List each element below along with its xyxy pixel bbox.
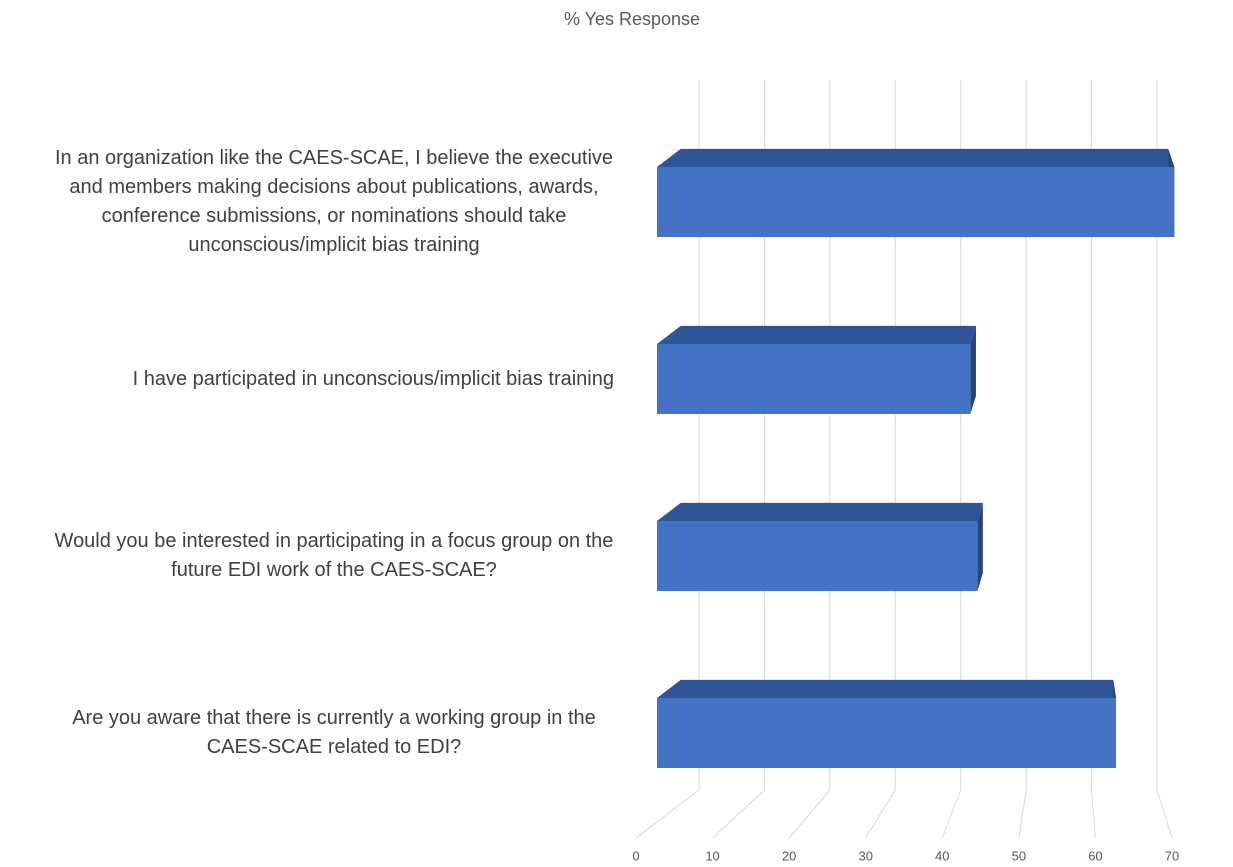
- floor-grid-line: [865, 789, 896, 839]
- floor-grid-line: [1156, 789, 1173, 839]
- x-tick-label: 20: [782, 848, 796, 863]
- floor-grid-line: [788, 789, 831, 839]
- x-tick-label: 70: [1165, 848, 1179, 863]
- bar-top: [657, 148, 1175, 167]
- x-tick-label: 10: [705, 848, 719, 863]
- floor-grid-line: [712, 789, 765, 839]
- chart-title: % Yes Response: [564, 9, 700, 29]
- x-tick-label: 40: [935, 848, 949, 863]
- floor-grid-line: [1018, 789, 1027, 839]
- bar-side: [977, 502, 983, 591]
- y-tick-label: Are you aware that there is currently a …: [0, 643, 614, 823]
- category-text: I have participated in unconscious/impli…: [132, 367, 614, 390]
- category-text: Are you aware that there is currently a …: [72, 707, 596, 758]
- y-tick-label: Would you be interested in participating…: [0, 466, 614, 646]
- bar-side: [970, 325, 976, 414]
- bar-top: [657, 679, 1116, 698]
- bar-top: [657, 325, 976, 344]
- category-text: In an organization like the CAES-SCAE, I…: [54, 147, 614, 256]
- y-tick-label: I have participated in unconscious/impli…: [0, 289, 614, 469]
- floor-grid-line: [1091, 789, 1096, 839]
- x-tick-label: 30: [858, 848, 872, 863]
- bar: [657, 167, 1175, 237]
- x-tick-label: 50: [1012, 848, 1026, 863]
- x-tick-label: 60: [1088, 848, 1102, 863]
- floor-grid-line: [941, 789, 962, 839]
- bar: [657, 698, 1116, 768]
- bar-top: [657, 502, 983, 521]
- bar: [657, 344, 971, 414]
- floor-grid-line: [635, 789, 700, 839]
- category-text: Would you be interested in participating…: [54, 530, 614, 581]
- y-tick-label: In an organization like the CAES-SCAE, I…: [0, 112, 614, 292]
- x-tick-label: 0: [632, 848, 639, 863]
- bar: [657, 521, 978, 591]
